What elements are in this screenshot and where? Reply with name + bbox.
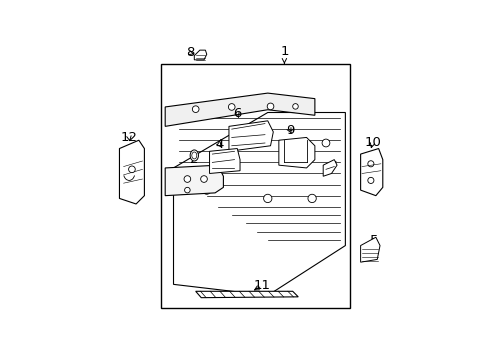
Circle shape	[184, 176, 191, 183]
Circle shape	[293, 104, 298, 109]
Text: 9: 9	[286, 124, 294, 137]
Polygon shape	[120, 140, 145, 204]
Circle shape	[228, 104, 235, 110]
Text: 8: 8	[186, 46, 195, 59]
Text: 5: 5	[370, 234, 379, 247]
Polygon shape	[279, 138, 315, 168]
Polygon shape	[323, 159, 337, 176]
Circle shape	[264, 194, 272, 203]
Polygon shape	[210, 149, 240, 174]
Circle shape	[193, 106, 199, 112]
Polygon shape	[196, 291, 298, 298]
Text: 4: 4	[215, 138, 223, 151]
Circle shape	[185, 187, 190, 193]
Text: 6: 6	[233, 107, 242, 120]
Text: 12: 12	[121, 131, 138, 144]
Polygon shape	[165, 93, 315, 126]
Circle shape	[322, 139, 330, 147]
Polygon shape	[361, 149, 383, 195]
Bar	[161, 64, 349, 308]
Circle shape	[368, 177, 374, 184]
Text: 10: 10	[364, 136, 381, 149]
Ellipse shape	[190, 150, 198, 161]
Text: 11: 11	[254, 279, 270, 292]
Text: 2: 2	[190, 153, 198, 166]
Text: 7: 7	[329, 160, 337, 173]
Circle shape	[128, 166, 135, 173]
Circle shape	[368, 161, 374, 167]
Circle shape	[308, 194, 316, 203]
Polygon shape	[173, 112, 345, 296]
Text: 1: 1	[280, 45, 289, 64]
Circle shape	[267, 103, 274, 110]
Polygon shape	[195, 50, 207, 60]
Circle shape	[203, 186, 211, 194]
Text: 3: 3	[179, 185, 188, 198]
Polygon shape	[165, 165, 223, 195]
Ellipse shape	[192, 152, 197, 159]
Circle shape	[201, 176, 207, 183]
Polygon shape	[361, 237, 380, 262]
Polygon shape	[229, 121, 273, 151]
